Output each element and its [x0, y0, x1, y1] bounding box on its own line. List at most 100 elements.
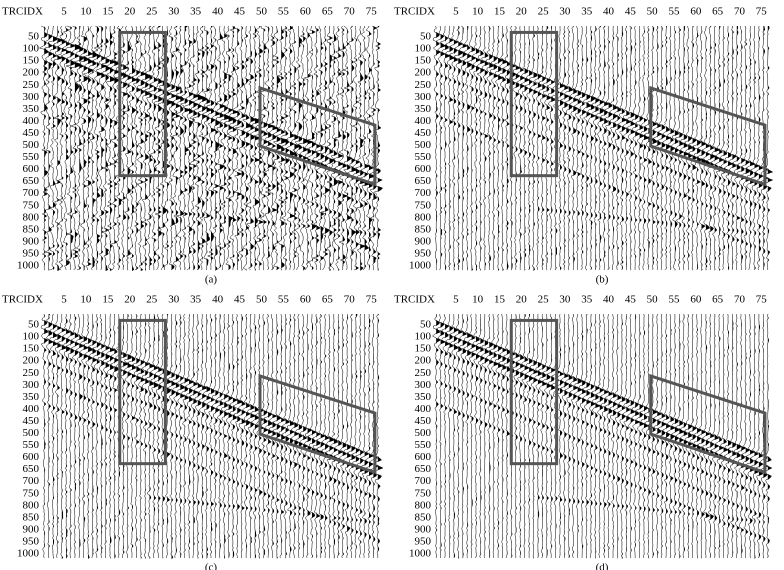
trace-line — [507, 314, 517, 559]
y-tick-label: 100 — [415, 331, 432, 343]
trace-line — [133, 313, 143, 559]
x-tick-label: 10 — [80, 294, 92, 306]
y-tick-label: 150 — [415, 343, 432, 355]
trace-fill — [171, 26, 177, 271]
trace-line — [728, 314, 738, 559]
trace-line — [329, 313, 339, 558]
trace-fill — [719, 314, 724, 559]
panel: TRCIDX 5 10 15 20 25 30 35 40 45 50 55 60 65 70 7550100… — [2, 6, 384, 286]
trace-line — [578, 313, 587, 559]
trace-fill — [184, 26, 192, 271]
trace-line — [189, 25, 201, 271]
trace-fill — [53, 314, 58, 559]
trace-line — [75, 313, 85, 559]
y-tick-label: 800 — [23, 499, 40, 511]
trace-line — [547, 313, 557, 559]
trace-fill — [546, 26, 552, 271]
x-tick-label: 75 — [756, 6, 768, 18]
trace-line — [285, 25, 296, 271]
y-tick-label: 600 — [23, 451, 40, 463]
trace-line — [312, 25, 322, 271]
y-tick-label: 1000 — [17, 260, 40, 272]
trace-fill — [582, 26, 587, 271]
trace-fill — [728, 26, 733, 271]
trace-fill — [476, 314, 481, 559]
trace-fill — [312, 26, 317, 271]
trace-line — [511, 313, 521, 559]
trace-fill — [728, 314, 732, 559]
trace-line — [202, 313, 212, 558]
trace-fill — [149, 26, 154, 271]
trace-line — [640, 26, 650, 271]
trace-fill — [329, 26, 335, 271]
trace-line — [153, 25, 164, 271]
trace-line — [639, 313, 649, 559]
trace-line — [92, 313, 102, 559]
x-tick-label: 40 — [603, 294, 615, 306]
y-tick-label: 700 — [23, 475, 40, 487]
y-tick-label: 200 — [415, 67, 432, 79]
trace-line — [579, 25, 587, 271]
trace-line — [711, 25, 722, 271]
trace-fill — [436, 26, 441, 271]
trace-line — [368, 313, 379, 559]
trace-fill — [290, 26, 296, 271]
y-tick-label: 250 — [23, 79, 40, 91]
trace-line — [87, 25, 97, 271]
trace-line — [215, 313, 225, 559]
trace-line — [198, 314, 209, 559]
trace-fill — [171, 314, 177, 559]
trace-line — [534, 313, 544, 559]
y-tick-label: 650 — [415, 463, 432, 475]
trace-line — [286, 313, 296, 559]
trace-line — [62, 313, 72, 559]
trace-fill — [241, 26, 247, 271]
trace-fill — [537, 26, 543, 271]
trace-fill — [281, 314, 286, 559]
trace-line — [40, 313, 49, 559]
trace-line — [359, 25, 372, 271]
trace-line — [211, 313, 221, 558]
trace-fill — [542, 26, 547, 271]
trace-line — [150, 313, 160, 559]
trace-line — [234, 25, 247, 271]
trace-line — [542, 25, 552, 271]
y-tick-label: 550 — [415, 439, 432, 451]
trace-fill — [197, 26, 206, 271]
trace-line — [560, 314, 570, 559]
trace-fill — [586, 26, 592, 271]
trace-fill — [83, 26, 89, 271]
trace-line — [507, 25, 517, 271]
trace-line — [613, 313, 623, 559]
wiggle-traces — [40, 313, 384, 559]
trace-line — [662, 313, 672, 559]
trace-fill — [732, 26, 737, 271]
trace-line — [596, 25, 605, 270]
x-tick-label: 70 — [344, 6, 356, 18]
trace-line — [369, 25, 380, 271]
trace-line — [670, 25, 680, 271]
trace-line — [440, 25, 451, 271]
trace-line — [733, 313, 743, 558]
trace-line — [714, 313, 725, 558]
trace-line — [587, 25, 597, 271]
trace-fill — [608, 314, 613, 559]
x-tick-label: 45 — [625, 294, 637, 306]
x-tick-label: 10 — [80, 6, 92, 18]
trace-fill — [316, 314, 321, 559]
trace-line — [202, 25, 213, 271]
trace-line — [666, 313, 676, 559]
y-tick-label: 1000 — [409, 260, 432, 272]
trace-fill — [453, 314, 459, 559]
trace-line — [206, 25, 217, 270]
x-tick-label: 30 — [168, 294, 180, 306]
trace-fill — [96, 314, 102, 559]
trace-line — [345, 25, 359, 271]
trace-fill — [608, 26, 613, 271]
y-tick-label: 500 — [415, 427, 432, 439]
x-tick-label: 5 — [61, 6, 67, 18]
y-tick-label: 300 — [415, 91, 432, 103]
trace-fill — [533, 26, 538, 271]
trace-line — [649, 313, 659, 559]
trace-fill — [303, 314, 308, 559]
